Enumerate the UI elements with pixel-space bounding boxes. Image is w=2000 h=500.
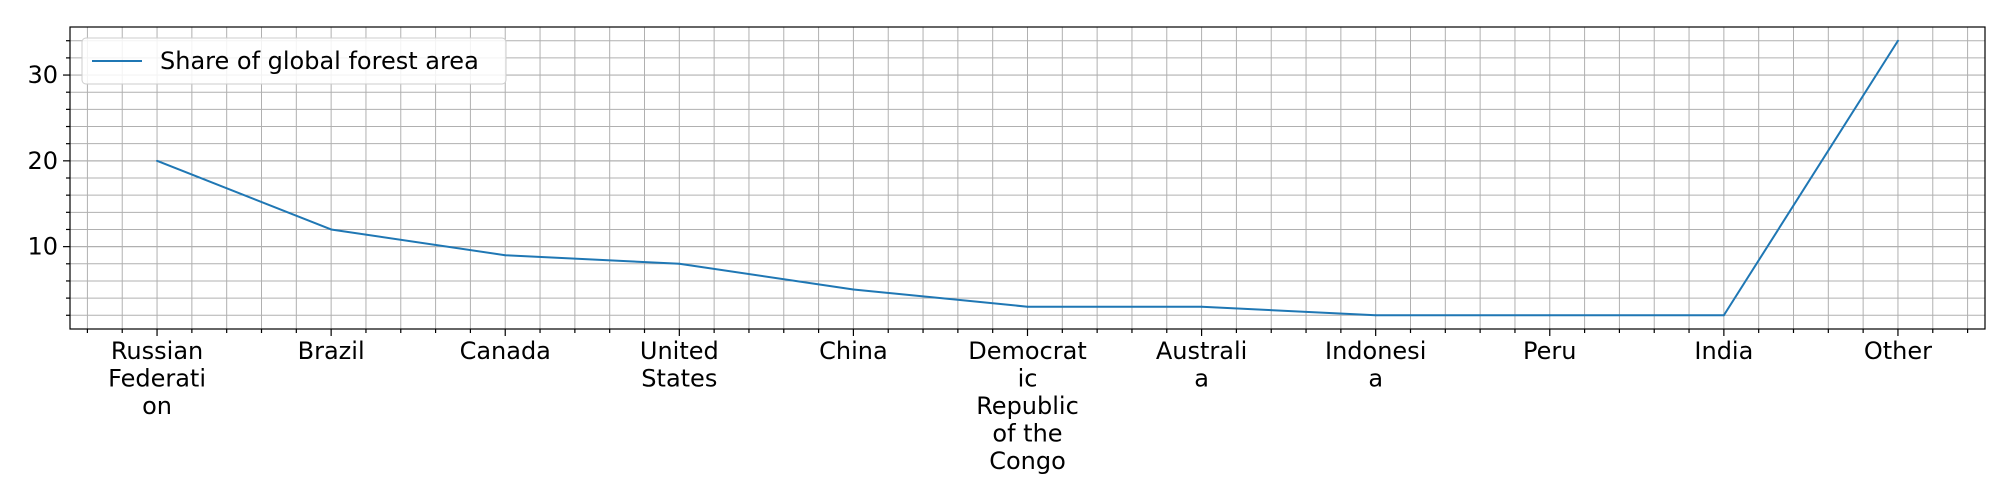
x-tick-label-line: ic xyxy=(1018,365,1038,393)
x-tick-label-line: of the xyxy=(992,420,1062,448)
data-point xyxy=(504,254,507,257)
data-point xyxy=(852,288,855,291)
x-tick-label-line: Peru xyxy=(1523,337,1576,365)
y-axis: 10 20 30 xyxy=(27,40,70,316)
x-tick-label-line: States xyxy=(641,365,717,393)
x-tick-label-line: Russian xyxy=(111,337,203,365)
x-tick-label-line: Indonesi xyxy=(1325,337,1426,365)
legend: Share of global forest area xyxy=(81,37,507,85)
series-layer xyxy=(156,39,1899,317)
data-point xyxy=(1548,314,1551,317)
data-point xyxy=(1200,305,1203,308)
legend-box xyxy=(81,37,507,85)
y-tick-label: 10 xyxy=(27,233,58,261)
data-point xyxy=(1026,305,1029,308)
x-tick-label: Democrat ic Republic of the Congo xyxy=(968,337,1087,475)
x-tick-label: Russian Federati on xyxy=(108,337,206,420)
x-tick-label: Canada xyxy=(460,337,551,365)
x-tick-label-line: China xyxy=(819,337,888,365)
x-tick-label-line: on xyxy=(142,392,172,420)
x-tick-label: China xyxy=(819,337,888,365)
data-point xyxy=(1896,39,1899,42)
x-tick-label-line: Democrat xyxy=(968,337,1087,365)
x-axis: Russian Federati on Brazil Canada United State… xyxy=(86,329,1969,475)
x-tick-label-line: Canada xyxy=(460,337,551,365)
x-tick-label: United States xyxy=(640,337,719,393)
x-tick-label-line: Australi xyxy=(1156,337,1247,365)
data-point xyxy=(1722,314,1725,317)
x-tick-label: Australi a xyxy=(1156,337,1247,393)
x-tick-label-line: Other xyxy=(1864,337,1932,365)
x-tick-label: Peru xyxy=(1523,337,1576,365)
legend-label: Share of global forest area xyxy=(160,47,479,75)
x-tick-label-line: Congo xyxy=(989,447,1066,475)
x-tick-label-line: Republic xyxy=(976,392,1079,420)
x-tick-label: Other xyxy=(1864,337,1932,365)
x-tick-label-line: a xyxy=(1368,365,1383,393)
x-tick-label-line: Brazil xyxy=(298,337,365,365)
x-tick-label-line: Federati xyxy=(108,365,206,393)
y-tick-label: 20 xyxy=(27,147,58,175)
data-point xyxy=(330,228,333,231)
y-tick-label: 30 xyxy=(27,61,58,89)
data-point xyxy=(156,159,159,162)
x-tick-label-line: India xyxy=(1694,337,1753,365)
x-tick-label: Indonesi a xyxy=(1325,337,1426,393)
x-tick-label-line: United xyxy=(640,337,719,365)
data-point xyxy=(1374,314,1377,317)
x-tick-label-line: a xyxy=(1194,365,1209,393)
x-tick-label: India xyxy=(1694,337,1753,365)
data-point xyxy=(678,262,681,265)
x-tick-label: Brazil xyxy=(298,337,365,365)
